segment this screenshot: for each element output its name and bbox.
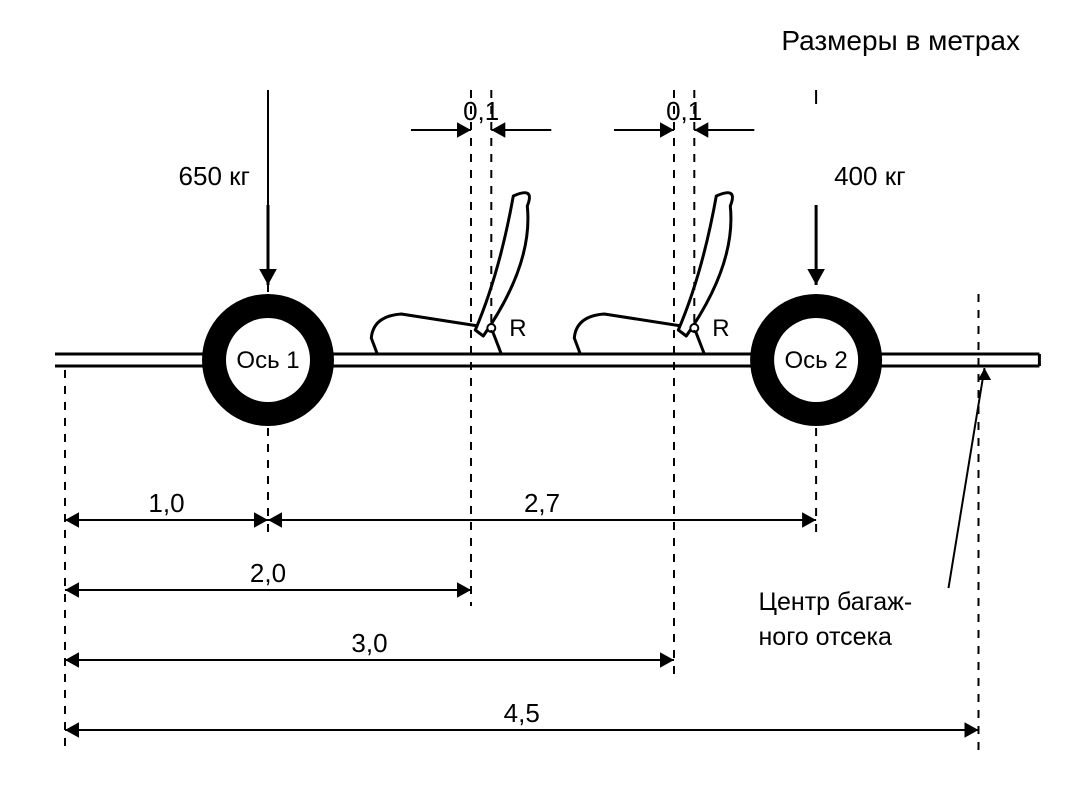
seat-r-label-seat1: R xyxy=(509,315,526,342)
axle-label-axle2: Ось 2 xyxy=(785,347,848,374)
dim-2-0: 2,0 xyxy=(250,558,286,588)
seat-r-label-seat2: R xyxy=(712,315,729,342)
load-label-axle2: 400 кг xyxy=(834,161,905,191)
axle-label-axle1: Ось 1 xyxy=(236,347,299,374)
luggage-label-2: ного отсека xyxy=(759,623,893,651)
luggage-label-1: Центр багаж- xyxy=(759,588,913,616)
r-offset-label-seat2: 0,1 xyxy=(666,96,702,126)
dim-1-0: 1,0 xyxy=(148,488,184,518)
title-text: Размеры в метрах xyxy=(781,25,1020,56)
load-label-axle1: 650 кг xyxy=(179,161,250,191)
dim-4-5: 4,5 xyxy=(504,698,540,728)
seat-seat1 xyxy=(371,193,529,354)
dim-2-7: 2,7 xyxy=(524,488,560,518)
seat-seat2 xyxy=(574,193,732,354)
dim-3-0: 3,0 xyxy=(351,628,387,658)
r-offset-label-seat1: 0,1 xyxy=(463,96,499,126)
